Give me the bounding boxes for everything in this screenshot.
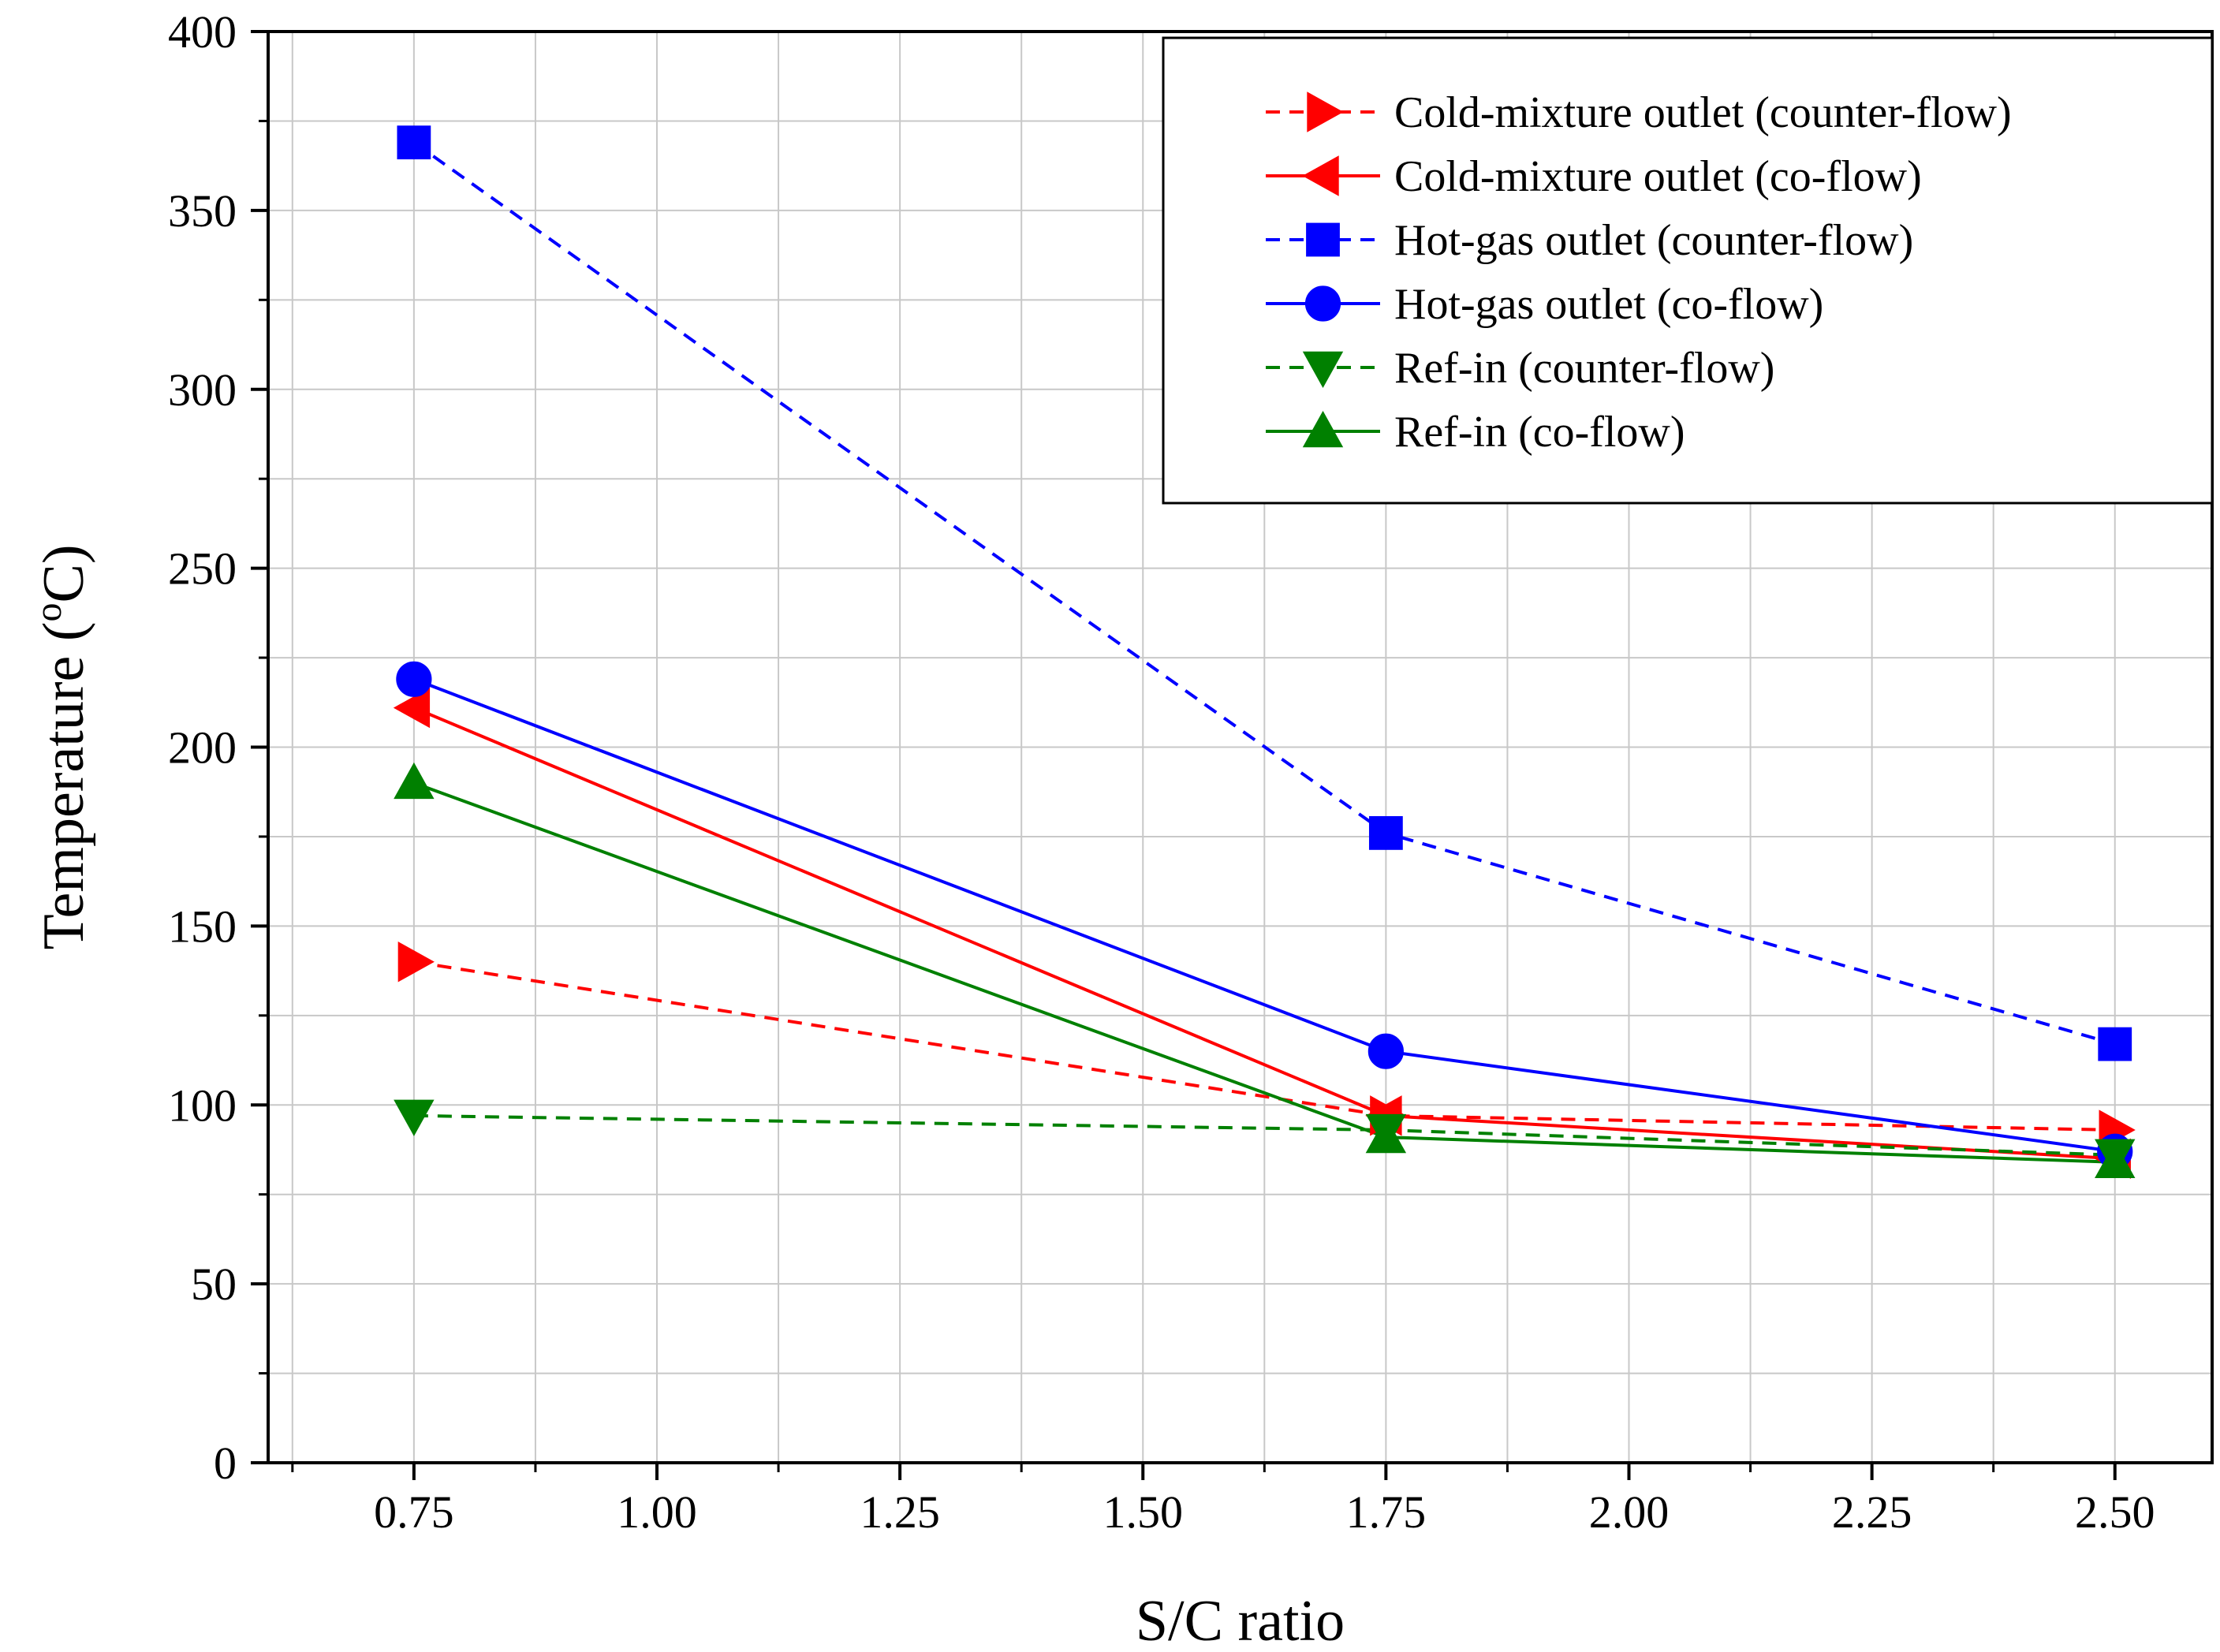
y-tick-label: 50 <box>191 1259 237 1310</box>
data-point <box>2098 1027 2132 1061</box>
data-point <box>397 125 431 160</box>
y-tick-labels: 0 50 100 150 200 250 300 350 400 <box>168 6 237 1489</box>
data-point <box>1367 1033 1404 1069</box>
y-tick-label: 400 <box>168 6 237 58</box>
x-tick-label: 1.75 <box>1346 1486 1427 1538</box>
series-markers <box>393 125 2136 1180</box>
x-tick-labels: 0.75 1.00 1.25 1.50 1.75 2.00 2.25 2.50 <box>374 1486 2155 1538</box>
legend-marker <box>1307 91 1344 132</box>
y-tick-label: 300 <box>168 364 237 416</box>
data-point <box>397 942 435 983</box>
y-axis-title-main: Temperature ( <box>32 622 96 950</box>
legend-label: Hot-gas outlet (counter-flow) <box>1394 216 1913 265</box>
legend-marker <box>1302 410 1344 448</box>
x-axis-title: S/C ratio <box>1136 1589 1345 1652</box>
legend-box <box>1162 36 2214 505</box>
y-tick-label: 250 <box>168 543 237 595</box>
legend-label: Hot-gas outlet (co-flow) <box>1394 280 1823 329</box>
data-point <box>1368 816 1403 850</box>
data-point <box>393 687 431 729</box>
x-tick-label: 0.75 <box>374 1486 454 1538</box>
y-axis-title: Temperature (oC) <box>28 545 96 950</box>
data-point <box>1365 1117 1407 1154</box>
data-point <box>394 1099 435 1136</box>
y-tick-label: 150 <box>168 901 237 952</box>
legend-marker <box>1304 285 1341 322</box>
y-tick-label: 100 <box>168 1080 237 1131</box>
x-tick-label: 1.25 <box>860 1486 940 1538</box>
x-tick-label: 1.00 <box>617 1486 697 1538</box>
y-tick-label: 350 <box>168 185 237 237</box>
data-point <box>396 661 432 697</box>
legend-label: Ref-in (co-flow) <box>1394 408 1685 457</box>
legend-label: Cold-mixture outlet (co-flow) <box>1394 152 1922 201</box>
legend-marker <box>1302 155 1339 196</box>
data-point <box>2095 1141 2136 1179</box>
legend-marker <box>1306 222 1340 257</box>
legend-marker <box>1302 351 1344 389</box>
y-axis-title-unit: C) <box>32 545 96 603</box>
data-point <box>394 762 435 800</box>
legend-label: Cold-mixture outlet (counter-flow) <box>1394 88 2012 137</box>
legend-label: Ref-in (counter-flow) <box>1394 344 1774 393</box>
x-tick-label: 2.50 <box>2075 1486 2155 1538</box>
x-tick-label: 2.00 <box>1589 1486 1670 1538</box>
y-tick-label: 0 <box>214 1438 237 1489</box>
legend: Cold-mixture outlet (counter-flow) Cold-m… <box>1162 36 2214 505</box>
axis-ticks <box>251 30 2117 1480</box>
y-tick-label: 200 <box>168 722 237 774</box>
y-axis-title-superscript: o <box>28 603 69 622</box>
x-tick-label: 1.50 <box>1103 1486 1184 1538</box>
x-tick-label: 2.25 <box>1832 1486 1912 1538</box>
